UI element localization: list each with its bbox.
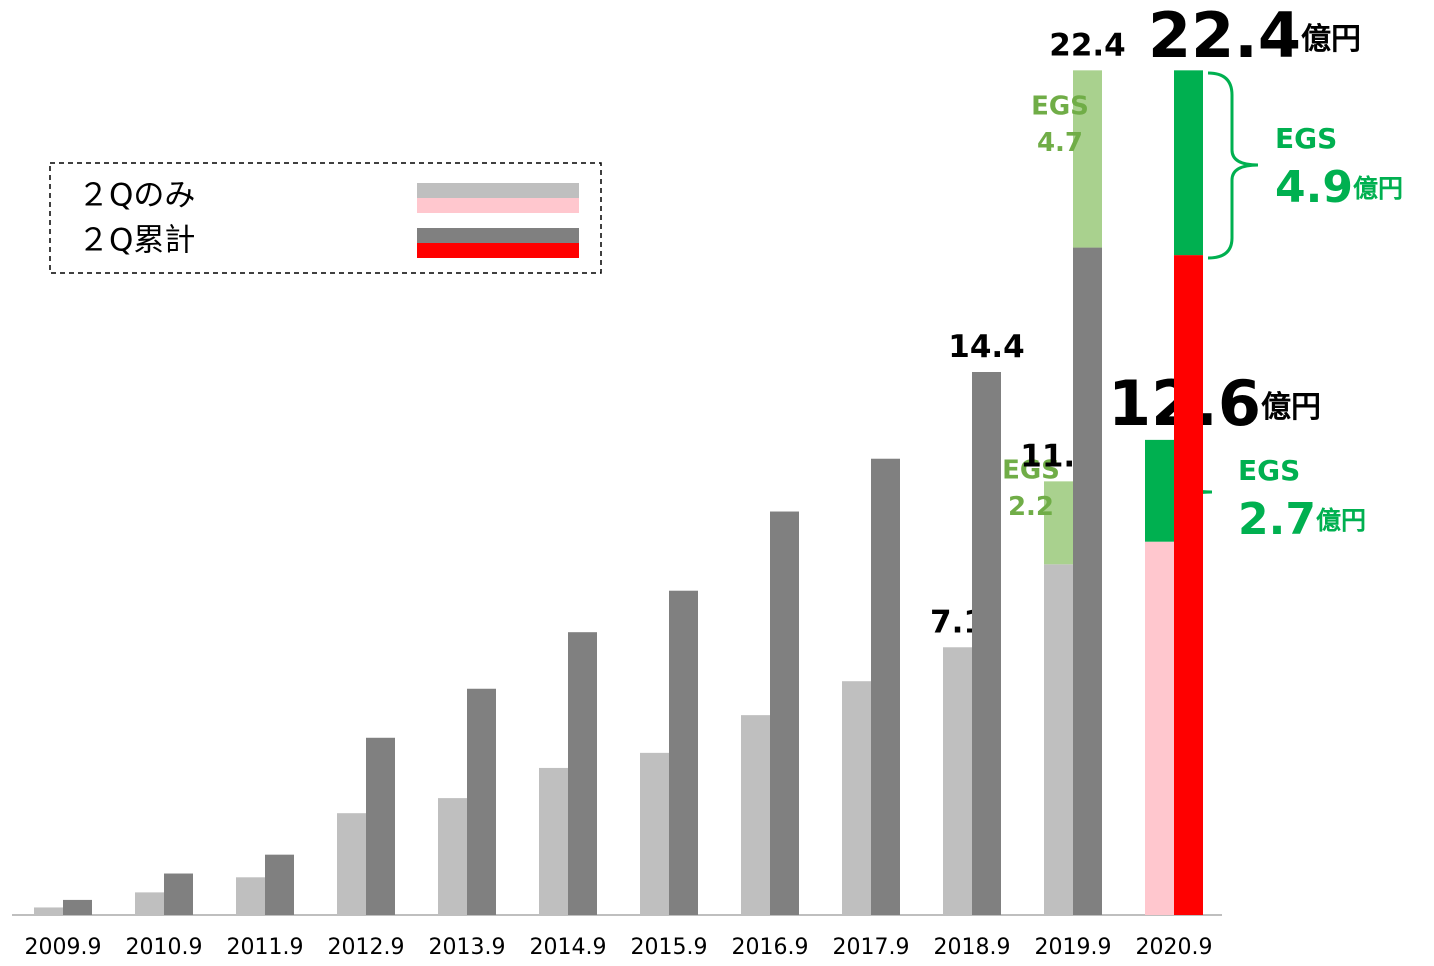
- legend-label: ２Q累計: [78, 223, 195, 259]
- bar: [1145, 541, 1174, 915]
- bar: [943, 647, 972, 915]
- value-label-number: 14.4: [948, 329, 1025, 365]
- x-tick-label: 2009.9: [25, 935, 102, 960]
- bar: [337, 813, 366, 915]
- egs-bar: [1145, 439, 1174, 542]
- value-label-number: 2.2: [1008, 491, 1054, 521]
- egs-brace: [1207, 71, 1259, 260]
- value-label: 22.4億円: [1148, 0, 1361, 72]
- egs-label: EGS: [1031, 91, 1089, 121]
- bar: [467, 688, 496, 915]
- bar: [34, 907, 63, 915]
- egs-label: EGS: [1275, 122, 1337, 155]
- bar: [1073, 247, 1102, 915]
- egs-bar: [1174, 70, 1203, 256]
- bar: [135, 892, 164, 915]
- value-label-unit: 億円: [1316, 506, 1366, 535]
- x-tick-label: 2011.9: [227, 935, 304, 960]
- legend-swatch: [417, 198, 579, 213]
- bar: [741, 715, 770, 915]
- value-label: 4.7: [1037, 127, 1083, 157]
- x-tick-label: 2019.9: [1035, 935, 1112, 960]
- x-tick-label: 2017.9: [833, 935, 910, 960]
- value-label-number: 4.9: [1275, 162, 1353, 213]
- value-label-unit: 億円: [1353, 174, 1403, 203]
- value-label-unit: 億円: [1261, 390, 1321, 425]
- x-tick-label: 2013.9: [429, 935, 506, 960]
- x-tick-label: 2016.9: [732, 935, 809, 960]
- bar: [236, 877, 265, 915]
- bar: [63, 899, 92, 915]
- bar: [669, 590, 698, 915]
- bar: [366, 737, 395, 915]
- x-tick-label: 2020.9: [1136, 935, 1213, 960]
- value-label: 4.9億円: [1275, 162, 1403, 213]
- bar: [1044, 564, 1073, 915]
- value-label: 12.6億円: [1108, 367, 1321, 440]
- x-tick-label: 2014.9: [530, 935, 607, 960]
- bar: [539, 767, 568, 915]
- bar: [972, 372, 1001, 915]
- legend-swatch: [417, 183, 579, 198]
- legend-swatch: [417, 228, 579, 243]
- bar: [1174, 255, 1203, 915]
- x-tick-label: 2018.9: [934, 935, 1011, 960]
- legend-label: ２Qのみ: [78, 178, 195, 214]
- value-label: 22.4: [1049, 27, 1126, 63]
- value-label-number: 22.4: [1148, 0, 1301, 72]
- x-tick-label: 2012.9: [328, 935, 405, 960]
- egs-label: EGS: [1238, 454, 1300, 487]
- bar: [164, 873, 193, 915]
- value-label: 2.7億円: [1238, 494, 1366, 545]
- value-label-number: 4.7: [1037, 127, 1083, 157]
- egs-bar: [1073, 70, 1102, 248]
- legend-swatch: [417, 243, 579, 258]
- value-label: 14.4: [948, 329, 1025, 365]
- bar: [640, 752, 669, 915]
- value-label-number: 22.4: [1049, 27, 1126, 63]
- bar: [265, 854, 294, 915]
- bar: [842, 681, 871, 915]
- value-label-number: 2.7: [1238, 494, 1316, 545]
- legend-box: [49, 162, 602, 274]
- bar: [770, 511, 799, 915]
- bar: [438, 798, 467, 915]
- value-label-unit: 億円: [1301, 22, 1361, 57]
- egs-bar: [1044, 481, 1073, 565]
- x-tick-label: 2010.9: [126, 935, 203, 960]
- bar: [871, 458, 900, 915]
- bar: [568, 632, 597, 915]
- value-label: 2.2: [1008, 491, 1054, 521]
- egs-label: EGS: [1002, 455, 1060, 485]
- x-tick-label: 2015.9: [631, 935, 708, 960]
